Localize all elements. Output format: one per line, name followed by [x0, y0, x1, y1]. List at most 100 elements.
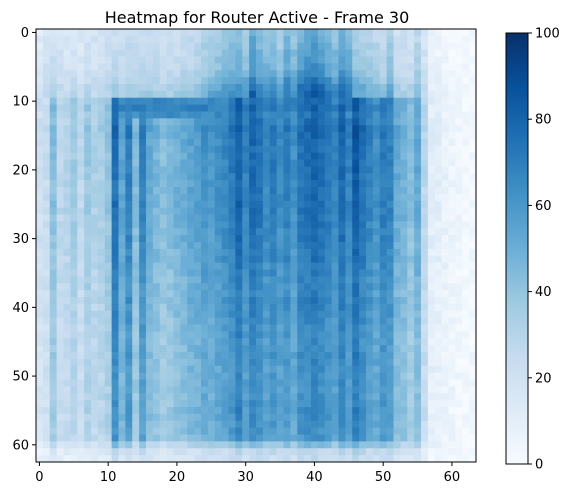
heatmap-cell: [469, 159, 477, 167]
heatmap-cell: [317, 393, 326, 401]
heatmap-cell: [304, 173, 312, 181]
heatmap-cell: [249, 235, 257, 243]
heatmap-cell: [372, 448, 381, 456]
heatmap-cell: [146, 297, 154, 305]
heatmap-cell: [386, 228, 394, 236]
heatmap-cell: [462, 152, 470, 160]
heatmap-cell: [352, 145, 360, 154]
heatmap-cell: [139, 49, 147, 57]
heatmap-cell: [194, 255, 202, 264]
heatmap-cell: [70, 248, 78, 257]
heatmap-cell: [228, 152, 236, 160]
heatmap-cell: [276, 420, 284, 429]
heatmap-cell: [139, 77, 147, 85]
heatmap-cell: [228, 338, 236, 346]
heatmap-cell: [166, 63, 174, 71]
heatmap-cell: [441, 77, 449, 85]
heatmap-cell: [146, 63, 154, 71]
heatmap-cell: [297, 297, 305, 305]
heatmap-cell: [421, 420, 429, 429]
heatmap-cell: [290, 180, 298, 188]
heatmap-cell: [338, 111, 346, 119]
heatmap-cell: [36, 338, 44, 346]
heatmap-cell: [194, 111, 202, 119]
heatmap-cell: [304, 365, 312, 374]
heatmap-cell: [352, 345, 360, 353]
heatmap-cell: [221, 262, 229, 270]
heatmap-cell: [249, 111, 257, 119]
heatmap-cell: [77, 35, 85, 44]
heatmap-cell: [311, 207, 319, 215]
heatmap-cell: [166, 352, 174, 360]
heatmap-cell: [455, 207, 463, 215]
heatmap-cell: [407, 262, 415, 270]
heatmap-cell: [421, 83, 429, 92]
heatmap-cell: [331, 255, 339, 264]
heatmap-cell: [201, 118, 209, 126]
heatmap-cell: [434, 42, 443, 51]
heatmap-cell: [276, 193, 284, 202]
heatmap-cell: [441, 345, 449, 353]
heatmap-cell: [36, 400, 44, 408]
heatmap-cell: [97, 187, 106, 195]
heatmap-cell: [434, 262, 443, 270]
heatmap-cell: [283, 290, 291, 298]
heatmap-cell: [372, 352, 381, 360]
heatmap-cell: [427, 111, 436, 119]
heatmap-cell: [441, 310, 449, 319]
heatmap-cell: [84, 111, 92, 119]
heatmap-cell: [345, 90, 353, 99]
heatmap-cell: [304, 324, 312, 332]
heatmap-cell: [70, 235, 78, 243]
heatmap-cell: [290, 152, 298, 160]
heatmap-cell: [132, 138, 140, 147]
heatmap-cell: [262, 400, 271, 408]
heatmap-cell: [331, 290, 339, 298]
heatmap-cell: [235, 118, 243, 126]
heatmap-cell: [221, 187, 229, 195]
heatmap-cell: [214, 324, 223, 332]
heatmap-cell: [84, 228, 92, 236]
heatmap-cell: [63, 173, 71, 181]
heatmap-cell: [304, 290, 312, 298]
heatmap-cell: [139, 180, 147, 188]
heatmap-cell: [214, 331, 223, 339]
heatmap-cell: [63, 228, 71, 236]
heatmap-cell: [324, 290, 333, 298]
heatmap-cell: [283, 303, 291, 312]
heatmap-cell: [304, 228, 312, 236]
heatmap-cell: [180, 77, 188, 85]
heatmap-cell: [427, 90, 436, 99]
heatmap-cell: [366, 90, 374, 99]
heatmap-cell: [111, 29, 119, 37]
heatmap-cell: [345, 49, 353, 57]
heatmap-cell: [221, 97, 229, 105]
heatmap-cell: [84, 283, 92, 291]
heatmap-cell: [311, 187, 319, 195]
heatmap-cell: [84, 345, 92, 353]
heatmap-cell: [49, 324, 58, 332]
heatmap-cell: [194, 400, 202, 408]
heatmap-cell: [469, 97, 477, 105]
heatmap-cell: [372, 207, 381, 215]
heatmap-cell: [173, 173, 181, 181]
heatmap-cell: [201, 152, 209, 160]
heatmap-cell: [242, 407, 250, 415]
heatmap-cell: [393, 125, 401, 133]
heatmap-cell: [434, 221, 443, 229]
colorbar-tick-label: 80: [535, 113, 552, 128]
heatmap-cell: [201, 365, 209, 374]
heatmap-cell: [262, 317, 271, 325]
heatmap-cell: [455, 386, 463, 394]
heatmap-cell: [187, 70, 195, 78]
heatmap-cell: [91, 434, 99, 442]
heatmap-cell: [56, 455, 64, 463]
heatmap-cell: [180, 173, 188, 181]
heatmap-cell: [269, 235, 278, 243]
heatmap-cell: [214, 338, 223, 346]
heatmap-cell: [352, 132, 360, 140]
heatmap-cell: [269, 180, 278, 188]
heatmap-cell: [146, 455, 154, 463]
heatmap-cell: [118, 400, 126, 408]
heatmap-cell: [132, 166, 140, 174]
